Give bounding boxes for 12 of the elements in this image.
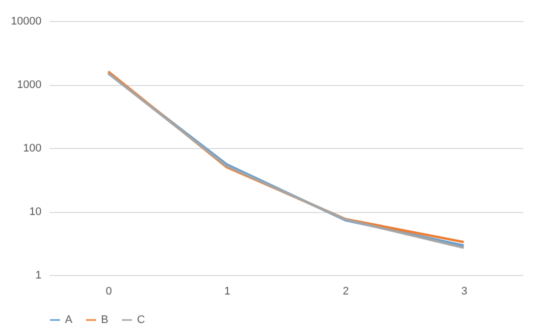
- legend-label: B: [101, 314, 108, 326]
- x-tick-label: 0: [106, 286, 112, 298]
- y-tick-label: 10: [29, 206, 42, 218]
- y-tick-label: 10000: [10, 16, 42, 28]
- x-tick-label: 1: [224, 286, 230, 298]
- x-tick-label: 3: [461, 286, 468, 298]
- legend-label: A: [65, 314, 73, 326]
- y-tick-label: 1000: [17, 79, 42, 91]
- y-tick-label: 100: [23, 142, 42, 154]
- y-tick-label: 1: [35, 270, 42, 282]
- x-tick-label: 2: [342, 286, 349, 298]
- legend-label: C: [137, 314, 145, 326]
